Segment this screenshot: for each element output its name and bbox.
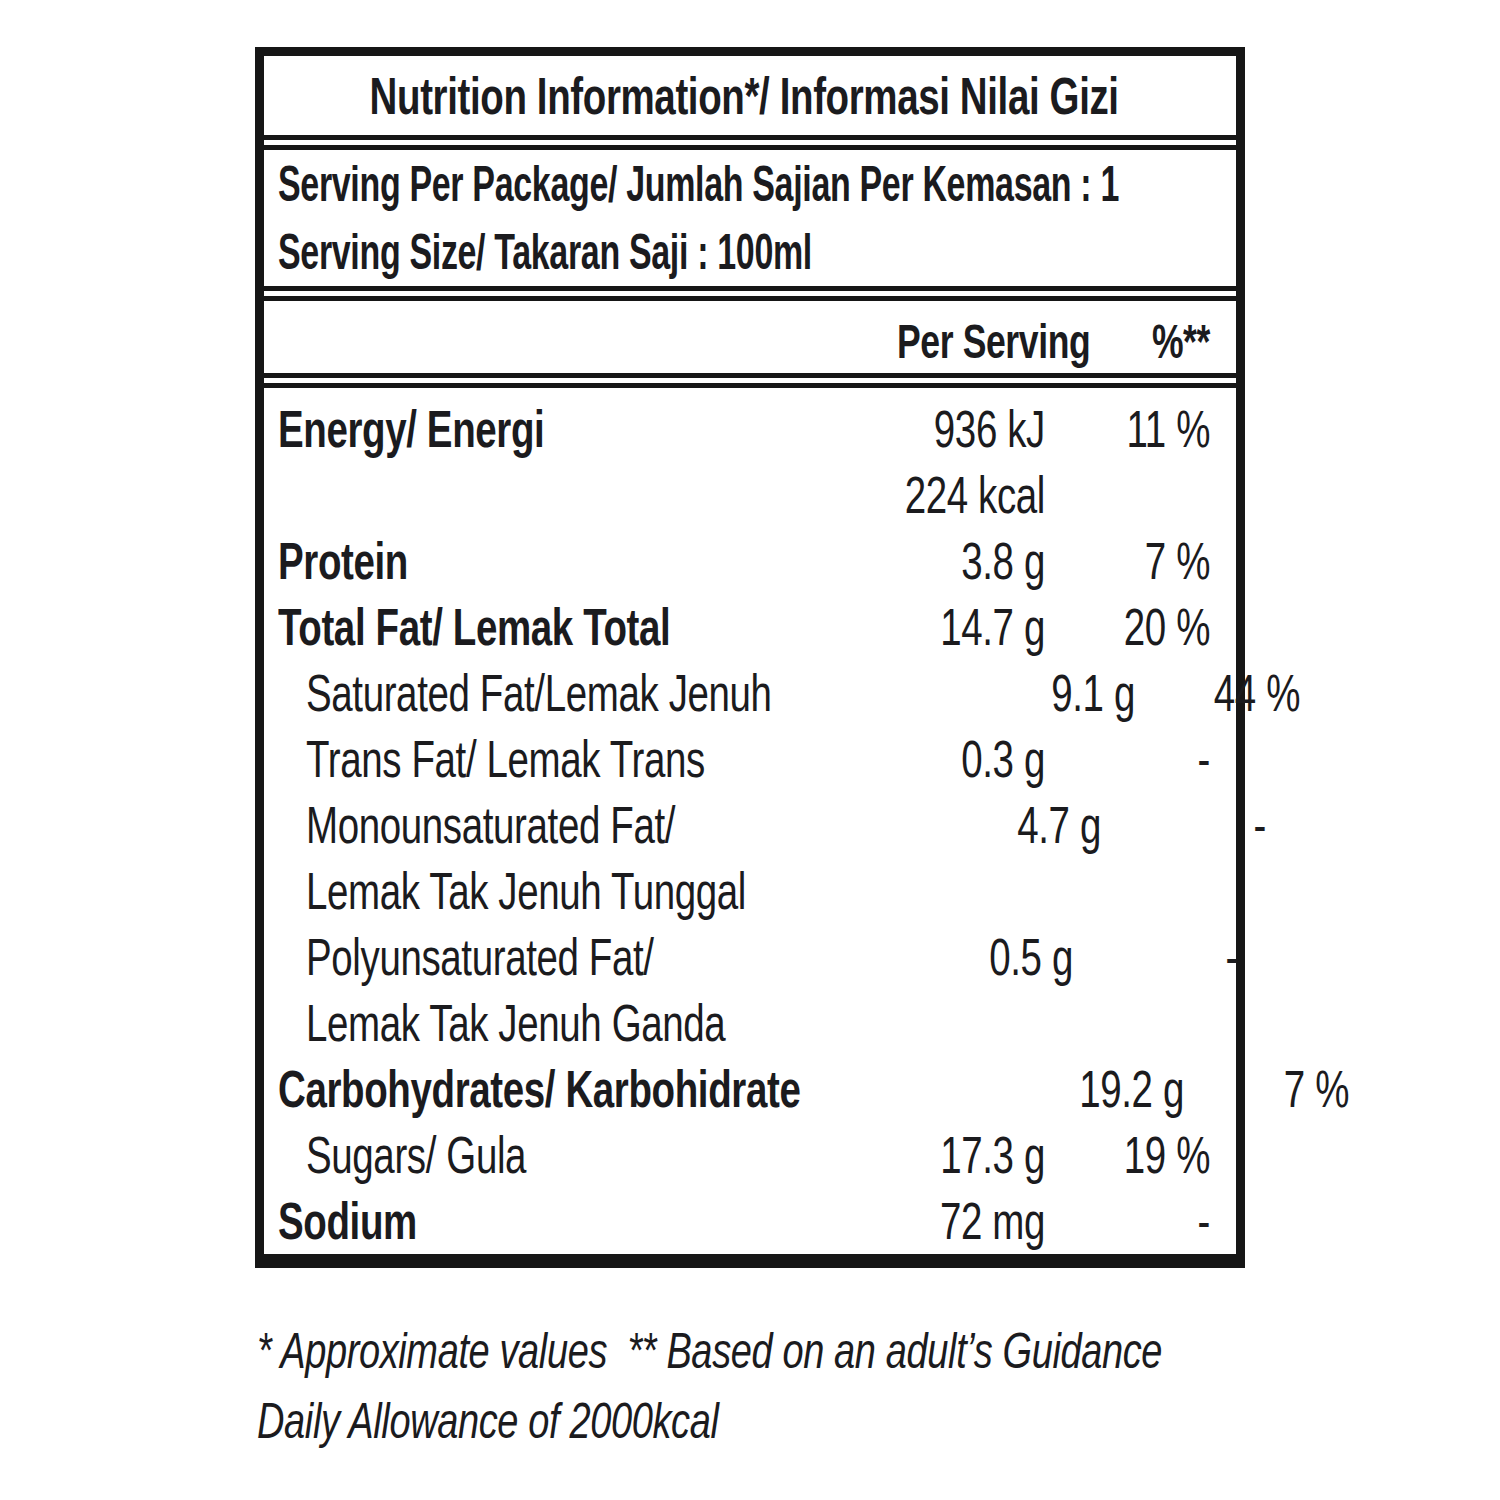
row-label-text: Saturated Fat/Lemak Jenuh [306, 660, 772, 726]
row-value-text: 72 mg [897, 1188, 1045, 1254]
row-value: 9.1 g [935, 660, 1135, 726]
nutrient-row-total-fat: Total Fat/ Lemak Total 14.7 g 20 % [278, 594, 1210, 660]
row-label: Saturated Fat/Lemak Jenuh [278, 660, 935, 726]
row-label: Protein [278, 528, 845, 594]
serving-size: Serving Size/ Takaran Saji : 100ml [278, 218, 912, 286]
row-label-text: Monounsaturated Fat/ [306, 792, 746, 858]
row-label: Sodium [278, 1188, 845, 1254]
nutrient-row-sodium: Sodium 72 mg- [278, 1188, 1210, 1254]
row-value-text: 19.2 g [1036, 1056, 1184, 1122]
row-percent: 7 % [1045, 528, 1210, 594]
nutrition-label-page: Nutrition Information*/ Informasi Nilai … [0, 0, 1500, 1500]
row-percent-text: 20 % [1088, 594, 1210, 660]
row-value-text: 224 kcal [897, 462, 1045, 528]
row-percent-text: - [1116, 924, 1238, 990]
row-label: Sugars/ Gula [278, 1122, 845, 1188]
row-value-text: 0.5 g [925, 924, 1073, 990]
row-percent-text: 19 % [1088, 1122, 1210, 1188]
row-label-text: Energy/ Energi [278, 396, 698, 462]
row-percent: 11 % [1045, 396, 1210, 462]
row-percent-text: - [1088, 1188, 1210, 1254]
header-spacer [278, 309, 845, 375]
nutrient-row-carbohydrates: Carbohydrates/ Karbohidrate19.2 g7 % [278, 1056, 1210, 1122]
row-value: 14.7 g [845, 594, 1045, 660]
nutrient-row-saturated-fat: Saturated Fat/Lemak Jenuh9.1 g44 % [278, 660, 1210, 726]
header-per-serving: Per Serving [845, 301, 1045, 383]
row-label-text: Trans Fat/ Lemak Trans [306, 726, 705, 792]
row-value: 17.3 g [845, 1122, 1045, 1188]
row-label: Polyunsaturated Fat/Lemak Tak Jenuh Gand… [278, 924, 873, 1056]
nutrient-row-sugars: Sugars/ Gula 17.3 g 19 % [278, 1122, 1210, 1188]
row-label: Monounsaturated Fat/Lemak Tak Jenuh Tung… [278, 792, 901, 924]
row-label-text-line2: Lemak Tak Jenuh Tunggal [306, 858, 746, 924]
row-value: 19.2 g [984, 1056, 1184, 1122]
row-percent-text: - [1144, 792, 1266, 858]
row-value-text: 0.3 g [897, 726, 1045, 792]
row-percent: 20 % [1045, 594, 1210, 660]
row-percent: - [1073, 924, 1238, 990]
row-percent: - [1101, 792, 1266, 858]
nutrient-row-protein: Protein 3.8 g 7 % [278, 528, 1210, 594]
nutrition-label: Nutrition Information*/ Informasi Nilai … [255, 47, 1245, 1268]
row-value: 4.7 g [901, 792, 1101, 858]
row-label-text-line2: Lemak Tak Jenuh Ganda [306, 990, 725, 1056]
row-value-text: 9.1 g [987, 660, 1135, 726]
row-percent: 44 % [1135, 660, 1300, 726]
footnote-line-1: * Approximate values ** Based on an adul… [257, 1316, 1093, 1386]
label-title-section: Nutrition Information*/ Informasi Nilai … [264, 56, 1236, 140]
row-value: 936 kJ224 kcal [845, 396, 1045, 528]
row-percent-text: 7 % [1227, 1056, 1349, 1122]
row-percent-text: 7 % [1088, 528, 1210, 594]
row-label: Energy/ Energi [278, 396, 845, 462]
row-label-text: Sodium [278, 1188, 698, 1254]
row-percent: - [1045, 726, 1210, 792]
footnote: * Approximate values ** Based on an adul… [257, 1316, 1357, 1456]
row-percent-text: - [1088, 726, 1210, 792]
footnote-line-2: Daily Allowance of 2000kcal [257, 1386, 1093, 1456]
nutrient-row-trans-fat: Trans Fat/ Lemak Trans 0.3 g- [278, 726, 1210, 792]
row-value-text: 14.7 g [897, 594, 1045, 660]
table-header-row: Per Serving %** [278, 301, 1210, 383]
row-label-text: Sugars/ Gula [306, 1122, 705, 1188]
row-value: 72 mg [845, 1188, 1045, 1254]
row-value: 3.8 g [845, 528, 1045, 594]
row-value: 0.3 g [845, 726, 1045, 792]
row-label-text: Protein [278, 528, 698, 594]
serving-info-section: Serving Per Package/ Jumlah Sajian Per K… [264, 145, 1236, 291]
row-value-text: 17.3 g [897, 1122, 1045, 1188]
row-label-text: Carbohydrates/ Karbohidrate [278, 1056, 800, 1122]
nutrient-row-polyunsaturated-fat: Polyunsaturated Fat/Lemak Tak Jenuh Gand… [278, 924, 1210, 1056]
nutrient-row-energy: Energy/ Energi 936 kJ224 kcal 11 % [278, 396, 1210, 528]
row-value-text: 3.8 g [897, 528, 1045, 594]
row-percent-text: 44 % [1178, 660, 1300, 726]
row-label: Carbohydrates/ Karbohidrate [278, 1056, 984, 1122]
row-label: Total Fat/ Lemak Total [278, 594, 845, 660]
row-value-text: 936 kJ [897, 396, 1045, 462]
row-value: 0.5 g [873, 924, 1073, 990]
row-label: Trans Fat/ Lemak Trans [278, 726, 845, 792]
label-title: Nutrition Information*/ Informasi Nilai … [369, 66, 1118, 126]
nutrient-row-monounsaturated-fat: Monounsaturated Fat/Lemak Tak Jenuh Tung… [278, 792, 1210, 924]
row-value-text: 4.7 g [953, 792, 1101, 858]
row-percent: - [1045, 1188, 1210, 1254]
row-label-text: Polyunsaturated Fat/ [306, 924, 725, 990]
table-header-section: Per Serving %** [264, 296, 1236, 378]
serving-per-package: Serving Per Package/ Jumlah Sajian Per K… [278, 150, 912, 218]
row-percent-text: 11 % [1088, 396, 1210, 462]
row-percent: 19 % [1045, 1122, 1210, 1188]
row-label-text: Total Fat/ Lemak Total [278, 594, 698, 660]
nutrient-table-body: Energy/ Energi 936 kJ224 kcal 11 % Protein 3… [264, 383, 1236, 1259]
row-percent: 7 % [1184, 1056, 1349, 1122]
